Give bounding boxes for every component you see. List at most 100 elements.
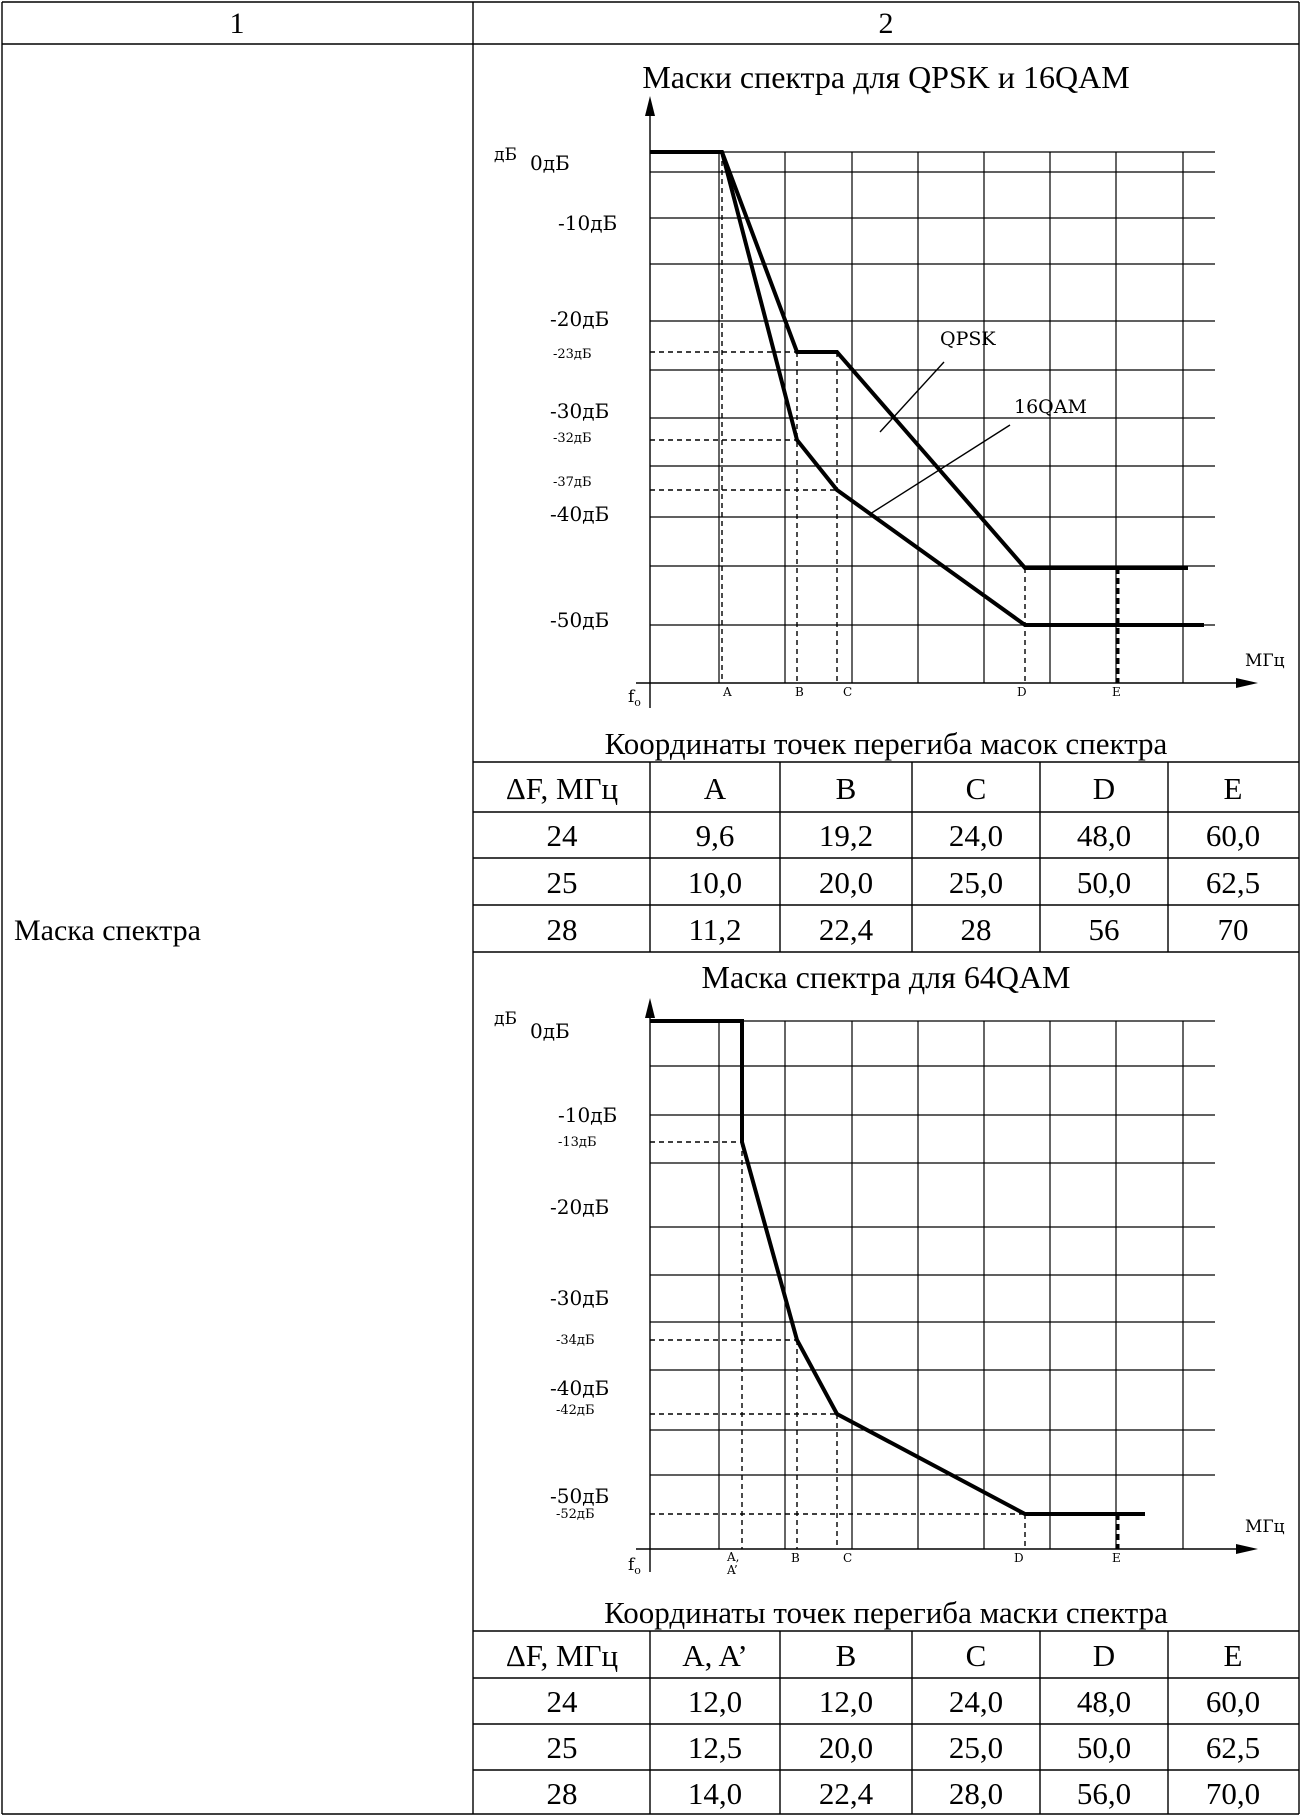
table-header: C <box>966 771 987 806</box>
x-point-d: D <box>1014 1551 1024 1565</box>
x-point-b: B <box>791 1551 800 1565</box>
x-unit-label: МГц <box>1245 651 1285 671</box>
y-tick: -30дБ <box>550 1286 609 1310</box>
grid-vertical <box>718 1021 1184 1549</box>
table-cell: 12,0 <box>688 1684 742 1719</box>
x-point-c: C <box>843 685 852 699</box>
table-header: D <box>1093 1638 1115 1673</box>
x-point-labels: fo A B C D E МГц <box>628 651 1285 709</box>
origin-label: fo <box>628 687 641 709</box>
table-cell: 9,6 <box>696 818 735 853</box>
table-caption: Координаты точек перегиба маски спектра <box>604 1595 1168 1630</box>
table-cell: 24 <box>547 1684 579 1719</box>
axes <box>636 96 1258 708</box>
dashed-guides <box>650 1141 1120 1549</box>
x-point-a: A <box>722 685 732 699</box>
table-cell: 28 <box>547 912 578 947</box>
series-label-qpsk: QPSK <box>940 328 996 350</box>
table-header: D <box>1093 771 1115 806</box>
y-tick-labels: дБ 0дБ -10дБ -20дБ -23дБ -30дБ -32дБ -37… <box>494 145 617 632</box>
table-cell: 12,0 <box>819 1684 873 1719</box>
table-cell: 56,0 <box>1077 1776 1131 1811</box>
table-caption: Координаты точек перегиба масок спектра <box>605 726 1168 761</box>
table-cell: 22,4 <box>819 1776 874 1811</box>
y-axis-arrow-icon <box>645 998 655 1018</box>
table-header: E <box>1224 1638 1243 1673</box>
y-tick: -50дБ <box>550 1484 609 1508</box>
y-axis-arrow-icon <box>645 96 655 116</box>
table-cell: 20,0 <box>819 865 873 900</box>
series-label-16qam: 16QAM <box>1014 396 1087 418</box>
table-cell: 24,0 <box>949 818 1003 853</box>
table-cell: 20,0 <box>819 1730 873 1765</box>
table-cell: 48,0 <box>1077 818 1131 853</box>
table-cell: 48,0 <box>1077 1684 1131 1719</box>
series-16qam <box>720 151 1204 627</box>
y-tick: -50дБ <box>550 608 609 632</box>
table-cell: 25,0 <box>949 1730 1003 1765</box>
y-tick: -20дБ <box>550 307 609 331</box>
table-cell: 25,0 <box>949 865 1003 900</box>
x-axis-arrow-icon <box>1236 678 1258 688</box>
table-cell: 24 <box>547 818 579 853</box>
table-cell: 28 <box>961 912 992 947</box>
table-header: A <box>704 771 727 806</box>
y-unit-label: дБ <box>494 145 517 165</box>
y-tick: -30дБ <box>550 399 609 423</box>
table-header: ΔF, МГц <box>506 1638 618 1673</box>
y-tick: -23дБ <box>553 347 592 362</box>
table-header: B <box>836 771 857 806</box>
row-label: Маска спектра <box>14 914 201 947</box>
dashed-guides <box>650 152 1120 683</box>
table-cell: 19,2 <box>819 818 873 853</box>
table-cell: 10,0 <box>688 865 742 900</box>
x-point-a: A, <box>726 1550 739 1564</box>
series-qpsk <box>650 150 1188 570</box>
y-tick: -42дБ <box>556 1403 595 1418</box>
y-tick: -32дБ <box>553 431 592 446</box>
y-tick: -13дБ <box>558 1135 597 1150</box>
table-cell: 24,0 <box>949 1684 1003 1719</box>
table-cell: 11,2 <box>688 912 741 947</box>
table-cell: 62,5 <box>1206 865 1260 900</box>
x-point-e: E <box>1112 1551 1121 1565</box>
y-tick: -20дБ <box>550 1195 609 1219</box>
table-cell: 70 <box>1218 912 1249 947</box>
table-cell: 50,0 <box>1077 865 1131 900</box>
table-header: ΔF, МГц <box>506 771 618 806</box>
x-unit-label: МГц <box>1245 1517 1285 1537</box>
table-cell: 60,0 <box>1206 1684 1260 1719</box>
table-cell: 12,5 <box>688 1730 742 1765</box>
header-col-1: 1 <box>230 7 245 40</box>
chart-64qam: Маска спектра для 64QAM <box>494 959 1285 1577</box>
table-cell: 14,0 <box>688 1776 742 1811</box>
chart-title: Маска спектра для 64QAM <box>702 959 1071 995</box>
y-tick: -10дБ <box>558 1103 617 1127</box>
y-tick: -40дБ <box>550 502 609 526</box>
header-col-2: 2 <box>879 7 894 40</box>
table-qpsk-16qam: Координаты точек перегиба масок спектра … <box>473 726 1299 953</box>
y-tick: 0дБ <box>530 151 570 175</box>
x-point-labels: fo A, A’ B C D E МГц <box>628 1517 1285 1577</box>
table-cell: 25 <box>547 1730 578 1765</box>
chart-title: Маски спектра для QPSK и 16QAM <box>642 59 1129 95</box>
table-cell: 25 <box>547 865 578 900</box>
table-64qam: Координаты точек перегиба маски спектра … <box>473 1595 1299 1814</box>
table-cell: 22,4 <box>819 912 874 947</box>
x-point-a-prime: A’ <box>726 1563 738 1577</box>
y-tick: -34дБ <box>556 1333 595 1348</box>
table-cell: 56 <box>1089 912 1120 947</box>
table-header: A, A’ <box>682 1638 747 1673</box>
x-point-b: B <box>795 685 804 699</box>
table-header: E <box>1224 771 1243 806</box>
x-point-d: D <box>1017 685 1027 699</box>
x-axis-arrow-icon <box>1236 1544 1258 1554</box>
y-tick: -10дБ <box>558 211 617 235</box>
axes <box>636 998 1258 1572</box>
grid-horizontal <box>650 1020 1215 1476</box>
y-tick: -52дБ <box>556 1507 595 1522</box>
table-header: B <box>836 1638 857 1673</box>
y-tick: 0дБ <box>530 1019 570 1043</box>
